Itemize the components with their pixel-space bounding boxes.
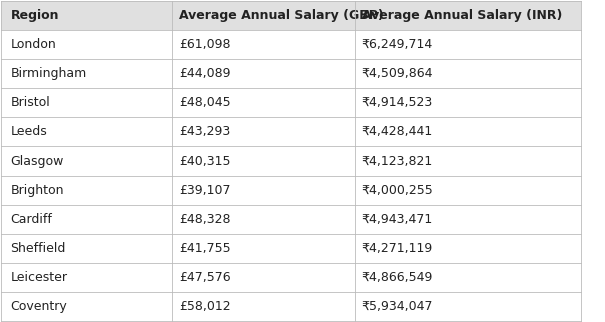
Text: Glasgow: Glasgow [10,155,64,167]
Text: £40,315: £40,315 [179,155,231,167]
Text: £41,755: £41,755 [179,242,231,255]
Text: £47,576: £47,576 [179,271,231,284]
Text: ₹4,943,471: ₹4,943,471 [362,213,433,226]
Text: £61,098: £61,098 [179,38,231,51]
Text: ₹4,914,523: ₹4,914,523 [362,96,433,109]
Text: London: London [10,38,56,51]
Text: Birmingham: Birmingham [10,67,87,80]
Text: Sheffield: Sheffield [10,242,66,255]
Bar [1,147,581,175]
Text: Coventry: Coventry [10,300,67,313]
Bar [1,263,581,292]
Text: £48,045: £48,045 [179,96,231,109]
Bar [1,1,581,30]
Text: Brighton: Brighton [10,184,64,197]
Text: £44,089: £44,089 [179,67,231,80]
Text: ₹4,428,441: ₹4,428,441 [362,125,433,138]
Text: Average Annual Salary (GBP): Average Annual Salary (GBP) [179,9,384,22]
Bar [1,117,581,147]
Bar [1,59,581,88]
Text: £39,107: £39,107 [179,184,231,197]
Text: £48,328: £48,328 [179,213,231,226]
Text: ₹4,000,255: ₹4,000,255 [362,184,434,197]
Text: ₹4,271,119: ₹4,271,119 [362,242,433,255]
Text: ₹4,866,549: ₹4,866,549 [362,271,433,284]
Text: ₹4,123,821: ₹4,123,821 [362,155,433,167]
Text: ₹5,934,047: ₹5,934,047 [362,300,433,313]
Text: £58,012: £58,012 [179,300,231,313]
Text: Leeds: Leeds [10,125,47,138]
Text: £43,293: £43,293 [179,125,230,138]
Text: ₹4,509,864: ₹4,509,864 [362,67,433,80]
Text: Average Annual Salary (INR): Average Annual Salary (INR) [362,9,562,22]
Bar [1,205,581,234]
Bar [1,292,581,321]
Text: Leicester: Leicester [10,271,68,284]
Bar [1,175,581,205]
Bar [1,88,581,117]
Text: Region: Region [10,9,59,22]
Bar [1,30,581,59]
Text: Cardiff: Cardiff [10,213,53,226]
Text: Bristol: Bristol [10,96,50,109]
Text: ₹6,249,714: ₹6,249,714 [362,38,433,51]
Bar [1,234,581,263]
